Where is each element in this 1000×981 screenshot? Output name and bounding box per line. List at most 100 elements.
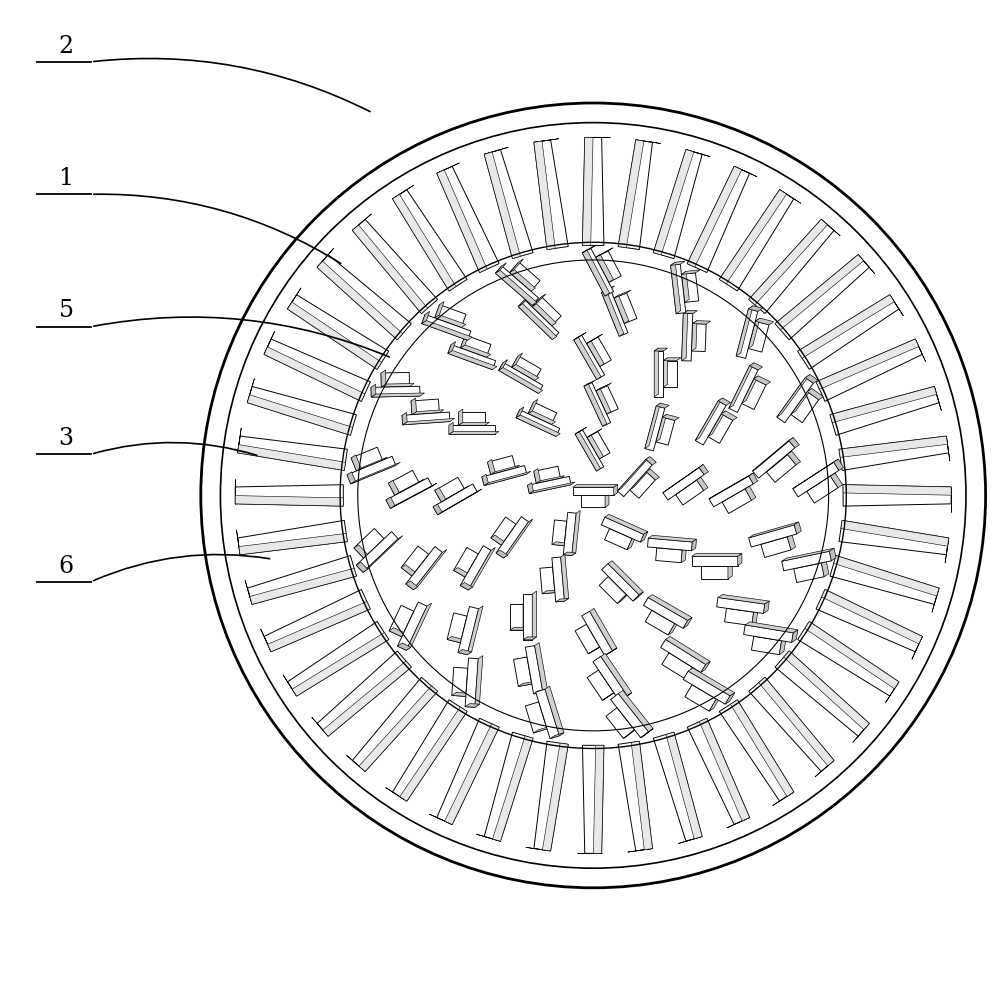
Polygon shape bbox=[627, 536, 636, 549]
Polygon shape bbox=[287, 294, 389, 369]
Polygon shape bbox=[574, 333, 586, 339]
Polygon shape bbox=[648, 536, 697, 542]
Polygon shape bbox=[235, 495, 343, 506]
Polygon shape bbox=[499, 362, 543, 393]
Polygon shape bbox=[648, 539, 692, 550]
Polygon shape bbox=[390, 484, 437, 508]
Polygon shape bbox=[401, 546, 429, 576]
Polygon shape bbox=[495, 263, 506, 274]
Polygon shape bbox=[535, 643, 547, 693]
Polygon shape bbox=[491, 465, 520, 475]
Polygon shape bbox=[782, 551, 831, 571]
Polygon shape bbox=[352, 225, 428, 314]
Polygon shape bbox=[701, 563, 732, 565]
Polygon shape bbox=[381, 373, 410, 387]
Polygon shape bbox=[564, 519, 571, 545]
Polygon shape bbox=[618, 140, 652, 249]
Polygon shape bbox=[761, 537, 791, 557]
Polygon shape bbox=[791, 388, 812, 414]
Polygon shape bbox=[264, 339, 370, 401]
Polygon shape bbox=[749, 522, 799, 538]
Polygon shape bbox=[685, 685, 716, 711]
Polygon shape bbox=[932, 589, 939, 612]
Polygon shape bbox=[668, 621, 679, 635]
Polygon shape bbox=[435, 315, 466, 328]
Polygon shape bbox=[476, 834, 500, 842]
Polygon shape bbox=[525, 701, 547, 733]
Polygon shape bbox=[587, 337, 611, 367]
Polygon shape bbox=[429, 814, 452, 824]
Polygon shape bbox=[482, 474, 488, 486]
Polygon shape bbox=[593, 746, 604, 853]
Polygon shape bbox=[699, 465, 708, 475]
Polygon shape bbox=[730, 699, 794, 797]
Polygon shape bbox=[528, 399, 538, 414]
Polygon shape bbox=[433, 484, 477, 515]
Polygon shape bbox=[601, 289, 624, 336]
Polygon shape bbox=[915, 339, 926, 362]
Polygon shape bbox=[402, 412, 450, 425]
Polygon shape bbox=[663, 358, 668, 387]
Polygon shape bbox=[250, 568, 356, 604]
Polygon shape bbox=[736, 309, 758, 358]
Polygon shape bbox=[403, 419, 454, 425]
Polygon shape bbox=[435, 305, 466, 328]
Polygon shape bbox=[652, 607, 679, 624]
Polygon shape bbox=[352, 220, 438, 314]
Polygon shape bbox=[646, 456, 656, 465]
Polygon shape bbox=[775, 651, 869, 736]
Polygon shape bbox=[614, 295, 629, 324]
Polygon shape bbox=[701, 661, 710, 673]
Polygon shape bbox=[496, 517, 529, 558]
Polygon shape bbox=[393, 189, 467, 291]
Polygon shape bbox=[815, 760, 834, 777]
Polygon shape bbox=[596, 254, 613, 283]
Polygon shape bbox=[830, 555, 939, 604]
Polygon shape bbox=[465, 703, 479, 707]
Polygon shape bbox=[748, 306, 763, 311]
Polygon shape bbox=[727, 817, 750, 828]
Polygon shape bbox=[526, 848, 551, 851]
Polygon shape bbox=[510, 259, 523, 273]
Polygon shape bbox=[458, 409, 463, 426]
Polygon shape bbox=[435, 301, 444, 318]
Polygon shape bbox=[433, 504, 442, 515]
Polygon shape bbox=[460, 613, 472, 643]
Text: 3: 3 bbox=[59, 427, 74, 450]
Polygon shape bbox=[540, 567, 555, 594]
Polygon shape bbox=[619, 693, 632, 701]
Polygon shape bbox=[697, 477, 708, 490]
Polygon shape bbox=[623, 727, 639, 739]
Polygon shape bbox=[587, 335, 602, 343]
Polygon shape bbox=[745, 622, 798, 633]
Polygon shape bbox=[488, 455, 516, 475]
Polygon shape bbox=[346, 755, 365, 771]
Polygon shape bbox=[371, 393, 425, 397]
Polygon shape bbox=[798, 294, 894, 358]
Polygon shape bbox=[448, 344, 496, 370]
Polygon shape bbox=[317, 255, 411, 339]
Polygon shape bbox=[264, 347, 365, 401]
Polygon shape bbox=[584, 384, 607, 427]
Polygon shape bbox=[798, 622, 899, 697]
Polygon shape bbox=[402, 608, 418, 637]
Polygon shape bbox=[347, 456, 396, 484]
Polygon shape bbox=[682, 310, 688, 361]
Polygon shape bbox=[794, 563, 824, 583]
Polygon shape bbox=[356, 562, 368, 572]
Polygon shape bbox=[397, 643, 411, 650]
Polygon shape bbox=[422, 314, 471, 340]
Polygon shape bbox=[247, 555, 356, 604]
Polygon shape bbox=[287, 287, 301, 309]
Polygon shape bbox=[550, 733, 564, 739]
Polygon shape bbox=[839, 437, 947, 457]
Polygon shape bbox=[663, 358, 681, 361]
Polygon shape bbox=[777, 375, 810, 417]
Polygon shape bbox=[725, 693, 735, 704]
Polygon shape bbox=[708, 411, 726, 437]
Polygon shape bbox=[465, 658, 478, 707]
Polygon shape bbox=[268, 601, 370, 651]
Polygon shape bbox=[599, 577, 626, 603]
Polygon shape bbox=[563, 512, 576, 555]
Polygon shape bbox=[695, 401, 726, 445]
